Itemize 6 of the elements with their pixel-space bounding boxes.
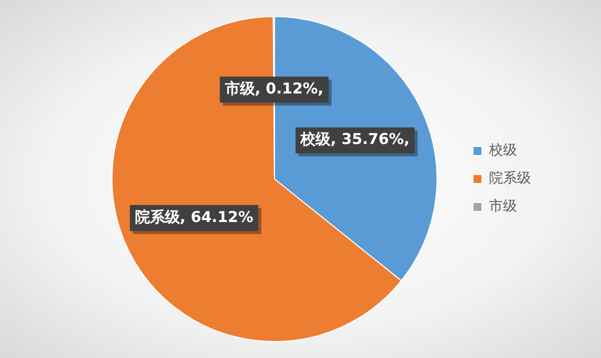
data-label: 校级, 35.76%, xyxy=(300,130,410,148)
legend-label: 校级 xyxy=(488,142,517,159)
legend-label: 院系级 xyxy=(489,170,531,187)
data-label: 院系级, 64.12% xyxy=(134,208,254,226)
legend-label: 市级 xyxy=(489,198,517,215)
data-label: 市级, 0.12%, xyxy=(224,80,324,98)
